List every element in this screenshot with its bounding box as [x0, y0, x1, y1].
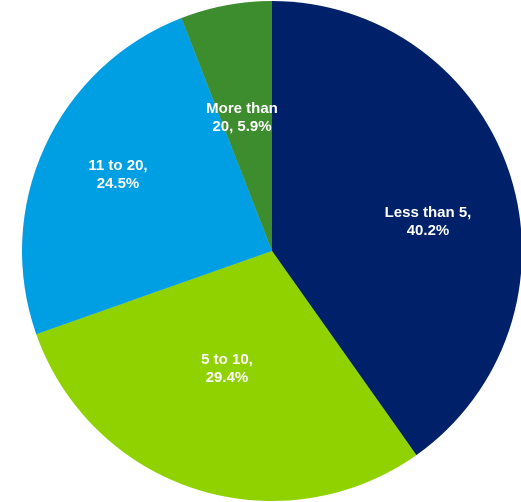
pie-slice-more-than-20 — [181, 1, 272, 251]
pie-slice-label-less-than-5: Less than 5, 40.2% — [385, 204, 472, 239]
pie-slice-label-line: 11 to 20, — [88, 157, 147, 174]
pie-slice-label-line: 40.2% — [407, 222, 450, 239]
pie-slice-11-to-20 — [21, 17, 272, 335]
pie-slice-5-to-10 — [36, 251, 417, 501]
pie-slice-label-line: 29.4% — [206, 369, 249, 386]
pie-slices — [21, 1, 521, 501]
pie-slice-label-5-to-10: 5 to 10, 29.4% — [201, 351, 253, 386]
pie-slice-label-more-than-20: More than 20, 5.9% — [206, 100, 278, 135]
pie-slice-label-11-to-20: 11 to 20, 24.5% — [88, 157, 147, 192]
pie-slice-label-line: 5 to 10, — [201, 351, 253, 368]
pie-slice-label-line: Less than 5, — [385, 204, 472, 221]
pie-labels: Less than 5, 40.2%5 to 10, 29.4%11 to 20, 2… — [88, 100, 471, 386]
pie-slice-label-line: 20, 5.9% — [212, 118, 271, 135]
pie-slice-label-line: More than — [206, 100, 278, 117]
pie-slice-less-than-5 — [272, 1, 521, 456]
pie-slice-label-line: 24.5% — [97, 175, 140, 192]
